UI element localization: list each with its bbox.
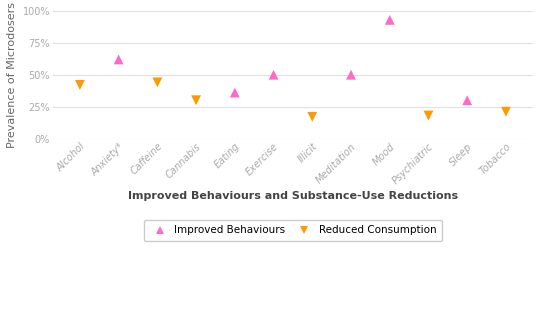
Point xyxy=(463,98,471,103)
Point xyxy=(308,114,316,119)
Point xyxy=(386,17,394,22)
Point xyxy=(114,57,123,62)
Point xyxy=(231,90,239,95)
Point xyxy=(192,98,200,103)
Legend: Improved Behaviours, Reduced Consumption: Improved Behaviours, Reduced Consumption xyxy=(144,220,442,241)
Point xyxy=(424,113,433,118)
Point xyxy=(502,109,510,114)
Point xyxy=(153,80,161,85)
Point xyxy=(347,72,355,77)
Point xyxy=(76,82,84,87)
Point xyxy=(269,72,278,77)
Y-axis label: Prevalence of Microdosers: Prevalence of Microdosers xyxy=(7,2,17,148)
X-axis label: Improved Behaviours and Substance-Use Reductions: Improved Behaviours and Substance-Use Re… xyxy=(128,191,458,201)
